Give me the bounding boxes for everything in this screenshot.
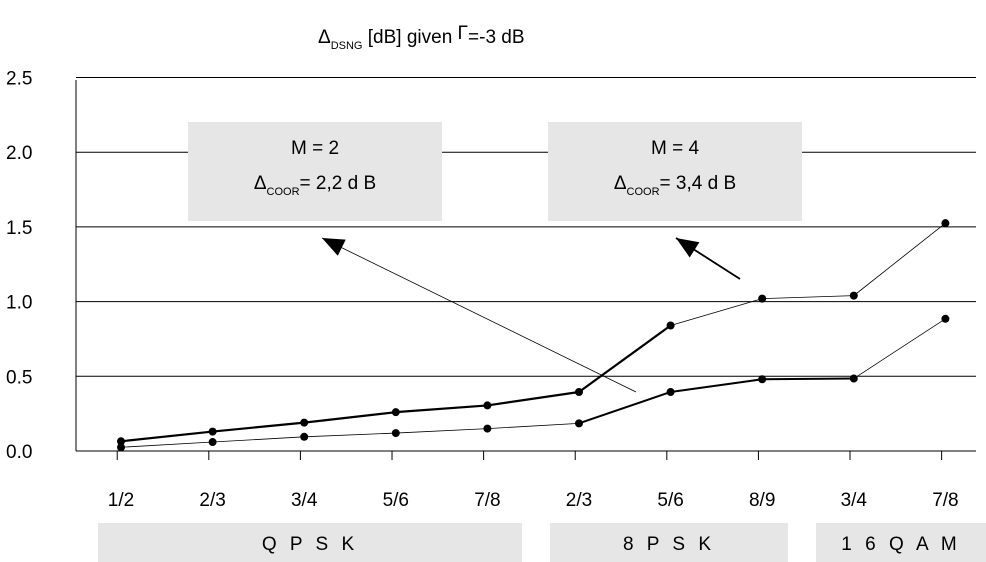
series-segment bbox=[395, 404, 488, 414]
callouts: M = 2 ΔCOOR= 2,2 d B M = 4 ΔCOOR= 3,4 d B bbox=[188, 122, 802, 393]
series-segment bbox=[762, 295, 854, 300]
series-segment bbox=[487, 422, 580, 429]
series-lines bbox=[117, 219, 950, 452]
callout-leader bbox=[321, 237, 637, 393]
data-point bbox=[575, 387, 583, 396]
category-groups: Q P S K 8 P S K 1 6 Q A M bbox=[98, 523, 986, 562]
callout-arrowhead bbox=[676, 238, 700, 258]
x-tick-label: 2/3 bbox=[199, 490, 225, 511]
data-point bbox=[941, 219, 950, 228]
series-segment bbox=[120, 430, 213, 443]
group-box bbox=[98, 523, 522, 562]
callout-line2: ΔCOOR= 3,4 d B bbox=[614, 173, 736, 198]
group-label: 1 6 Q A M bbox=[841, 534, 960, 555]
series-segment bbox=[762, 377, 854, 381]
callout-2: M = 4 ΔCOOR= 3,4 d B bbox=[548, 122, 802, 280]
series-segment bbox=[578, 324, 672, 393]
x-tick-label: 5/6 bbox=[657, 490, 683, 511]
y-tick-label: 2.5 bbox=[6, 69, 32, 90]
data-point bbox=[758, 375, 767, 384]
x-tick-label: 3/4 bbox=[291, 490, 318, 511]
callout-arrowhead bbox=[322, 238, 346, 256]
data-point bbox=[208, 438, 217, 447]
data-point bbox=[391, 429, 400, 438]
data-point bbox=[483, 424, 492, 433]
data-point bbox=[849, 374, 858, 383]
series-segment bbox=[120, 441, 213, 448]
series-segment bbox=[304, 432, 396, 438]
series-segment bbox=[212, 421, 305, 433]
callout-line1: M = 2 bbox=[291, 138, 339, 159]
data-point bbox=[758, 294, 767, 303]
data-point bbox=[117, 437, 125, 446]
data-point bbox=[300, 432, 309, 441]
chart-title-text: ΔDSNG [dB] given Γ=-3 dB bbox=[318, 23, 525, 52]
series-segment bbox=[578, 391, 671, 425]
callout-box bbox=[188, 122, 442, 221]
data-point bbox=[391, 408, 400, 417]
series-segment bbox=[853, 222, 946, 296]
data-point bbox=[300, 418, 309, 427]
group-label: Q P S K bbox=[262, 534, 358, 555]
group-label: 8 P S K bbox=[623, 534, 715, 555]
x-tick-label: 5/6 bbox=[383, 490, 409, 511]
callout-line2: ΔCOOR= 2,2 d B bbox=[254, 173, 376, 198]
data-point bbox=[208, 427, 217, 436]
series-segment bbox=[212, 436, 305, 443]
data-point bbox=[117, 443, 125, 452]
data-point bbox=[941, 314, 950, 323]
callout-line1: M = 4 bbox=[651, 138, 699, 159]
group-box bbox=[816, 523, 986, 562]
chart-title: ΔDSNG [dB] given Γ=-3 dB bbox=[318, 23, 525, 52]
y-tick-label: 0.0 bbox=[6, 442, 32, 463]
group-box bbox=[550, 523, 788, 562]
series-segment bbox=[395, 428, 488, 434]
x-tick-label: 8/9 bbox=[749, 490, 775, 511]
data-point bbox=[483, 401, 492, 410]
data-point bbox=[666, 387, 675, 396]
data-point bbox=[849, 291, 858, 300]
callout-box bbox=[548, 122, 802, 221]
y-tick-label: 2.0 bbox=[6, 143, 32, 164]
series-segment bbox=[487, 390, 580, 407]
y-tick-label: 0.5 bbox=[6, 367, 32, 388]
data-point bbox=[575, 419, 583, 428]
series-segment bbox=[670, 298, 763, 326]
data-point bbox=[666, 321, 675, 330]
x-tick-label: 1/2 bbox=[108, 490, 134, 511]
y-tick-label: 1.0 bbox=[6, 293, 32, 314]
x-tick-label: 7/8 bbox=[932, 490, 958, 511]
series-segment bbox=[304, 411, 396, 424]
series-segment bbox=[853, 318, 946, 379]
callout-1: M = 2 ΔCOOR= 2,2 d B bbox=[188, 122, 637, 393]
axes: 0.0 0.5 1.0 1.5 2.0 2.5 1/2 2/3 3/4 5/6 7/8 2/3 5/6 8… bbox=[6, 69, 976, 511]
x-tick-label: 7/8 bbox=[474, 490, 500, 511]
x-tick-label: 2/3 bbox=[566, 490, 592, 511]
x-tick-label: 3/4 bbox=[841, 490, 868, 511]
series-segment bbox=[670, 378, 763, 393]
y-tick-label: 1.5 bbox=[6, 218, 32, 239]
